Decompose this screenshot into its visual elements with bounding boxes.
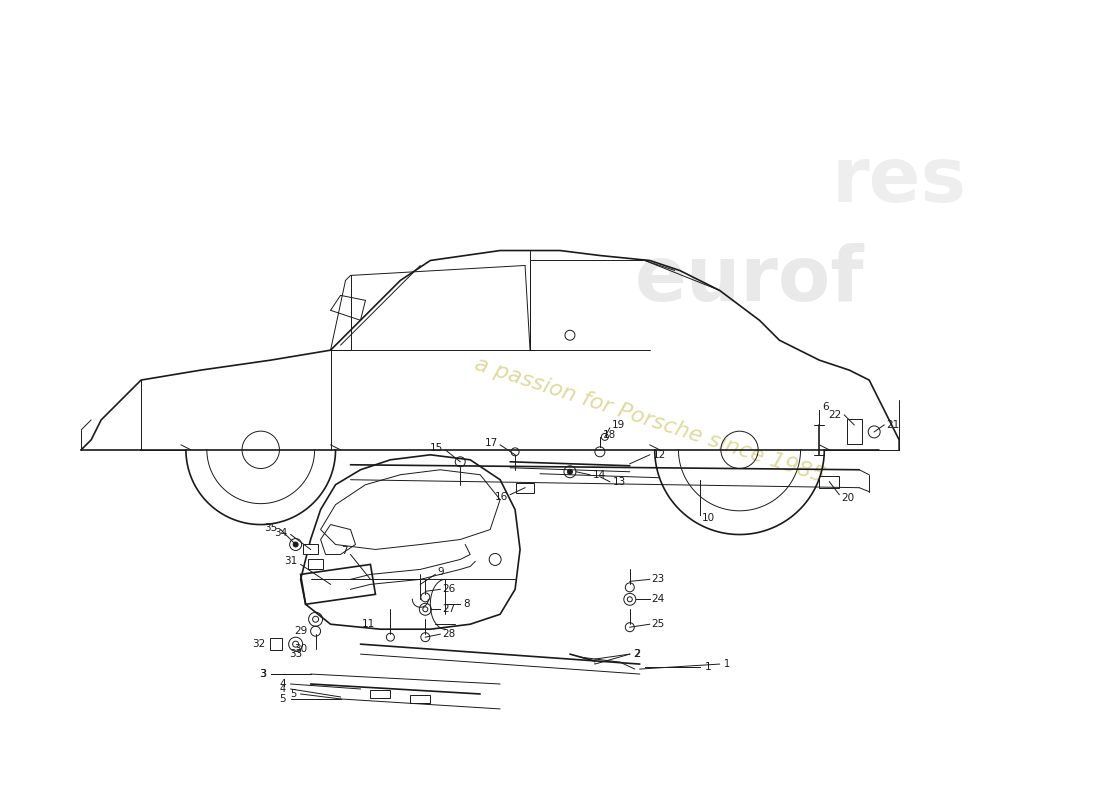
Text: 23: 23 [651, 574, 666, 584]
Circle shape [294, 542, 298, 547]
Text: 19: 19 [612, 420, 625, 430]
Text: 1: 1 [705, 662, 712, 672]
Text: 13: 13 [613, 477, 626, 486]
Text: 5: 5 [279, 694, 286, 704]
Text: 7: 7 [341, 546, 348, 557]
Bar [304, 545, 318, 554]
Text: 22: 22 [828, 410, 842, 420]
Text: 1: 1 [724, 659, 729, 669]
Text: 9: 9 [438, 567, 444, 578]
Text: 5: 5 [290, 689, 297, 699]
Bar [820, 476, 839, 488]
Text: 15: 15 [430, 443, 443, 453]
Text: 12: 12 [652, 450, 666, 460]
Text: 10: 10 [702, 513, 715, 522]
Circle shape [568, 470, 572, 474]
Text: 3: 3 [260, 669, 266, 679]
Text: 33: 33 [289, 649, 302, 659]
Bar [847, 419, 861, 444]
Text: 24: 24 [651, 594, 666, 604]
Text: 35: 35 [264, 522, 277, 533]
Text: 17: 17 [485, 438, 498, 448]
Text: 14: 14 [593, 470, 606, 480]
Text: 25: 25 [651, 619, 666, 630]
Text: 18: 18 [603, 430, 616, 440]
Text: 6: 6 [823, 402, 829, 412]
Bar [371, 690, 390, 698]
Text: 21: 21 [887, 420, 900, 430]
Text: 8: 8 [463, 599, 470, 610]
Text: 26: 26 [442, 584, 455, 594]
Text: 2: 2 [634, 649, 640, 659]
Text: res: res [832, 144, 967, 218]
Text: 3: 3 [261, 669, 266, 679]
Text: a passion for Porsche since 1985: a passion for Porsche since 1985 [472, 354, 827, 486]
Text: 4: 4 [279, 684, 286, 694]
Text: 2: 2 [632, 649, 639, 659]
Bar [516, 482, 534, 493]
Bar [308, 559, 323, 570]
Text: 34: 34 [274, 527, 288, 538]
Text: 29: 29 [295, 626, 308, 636]
Text: 20: 20 [842, 493, 855, 502]
Text: 27: 27 [442, 604, 455, 614]
Text: 4: 4 [279, 679, 286, 689]
Text: 16: 16 [495, 492, 508, 502]
Text: eurof: eurof [635, 243, 865, 318]
Bar [410, 695, 430, 703]
Text: 11: 11 [362, 619, 375, 630]
Bar [270, 638, 282, 650]
Text: 30: 30 [295, 644, 308, 654]
Text: 31: 31 [285, 557, 298, 566]
Text: 28: 28 [442, 629, 455, 639]
Text: 32: 32 [253, 639, 266, 649]
